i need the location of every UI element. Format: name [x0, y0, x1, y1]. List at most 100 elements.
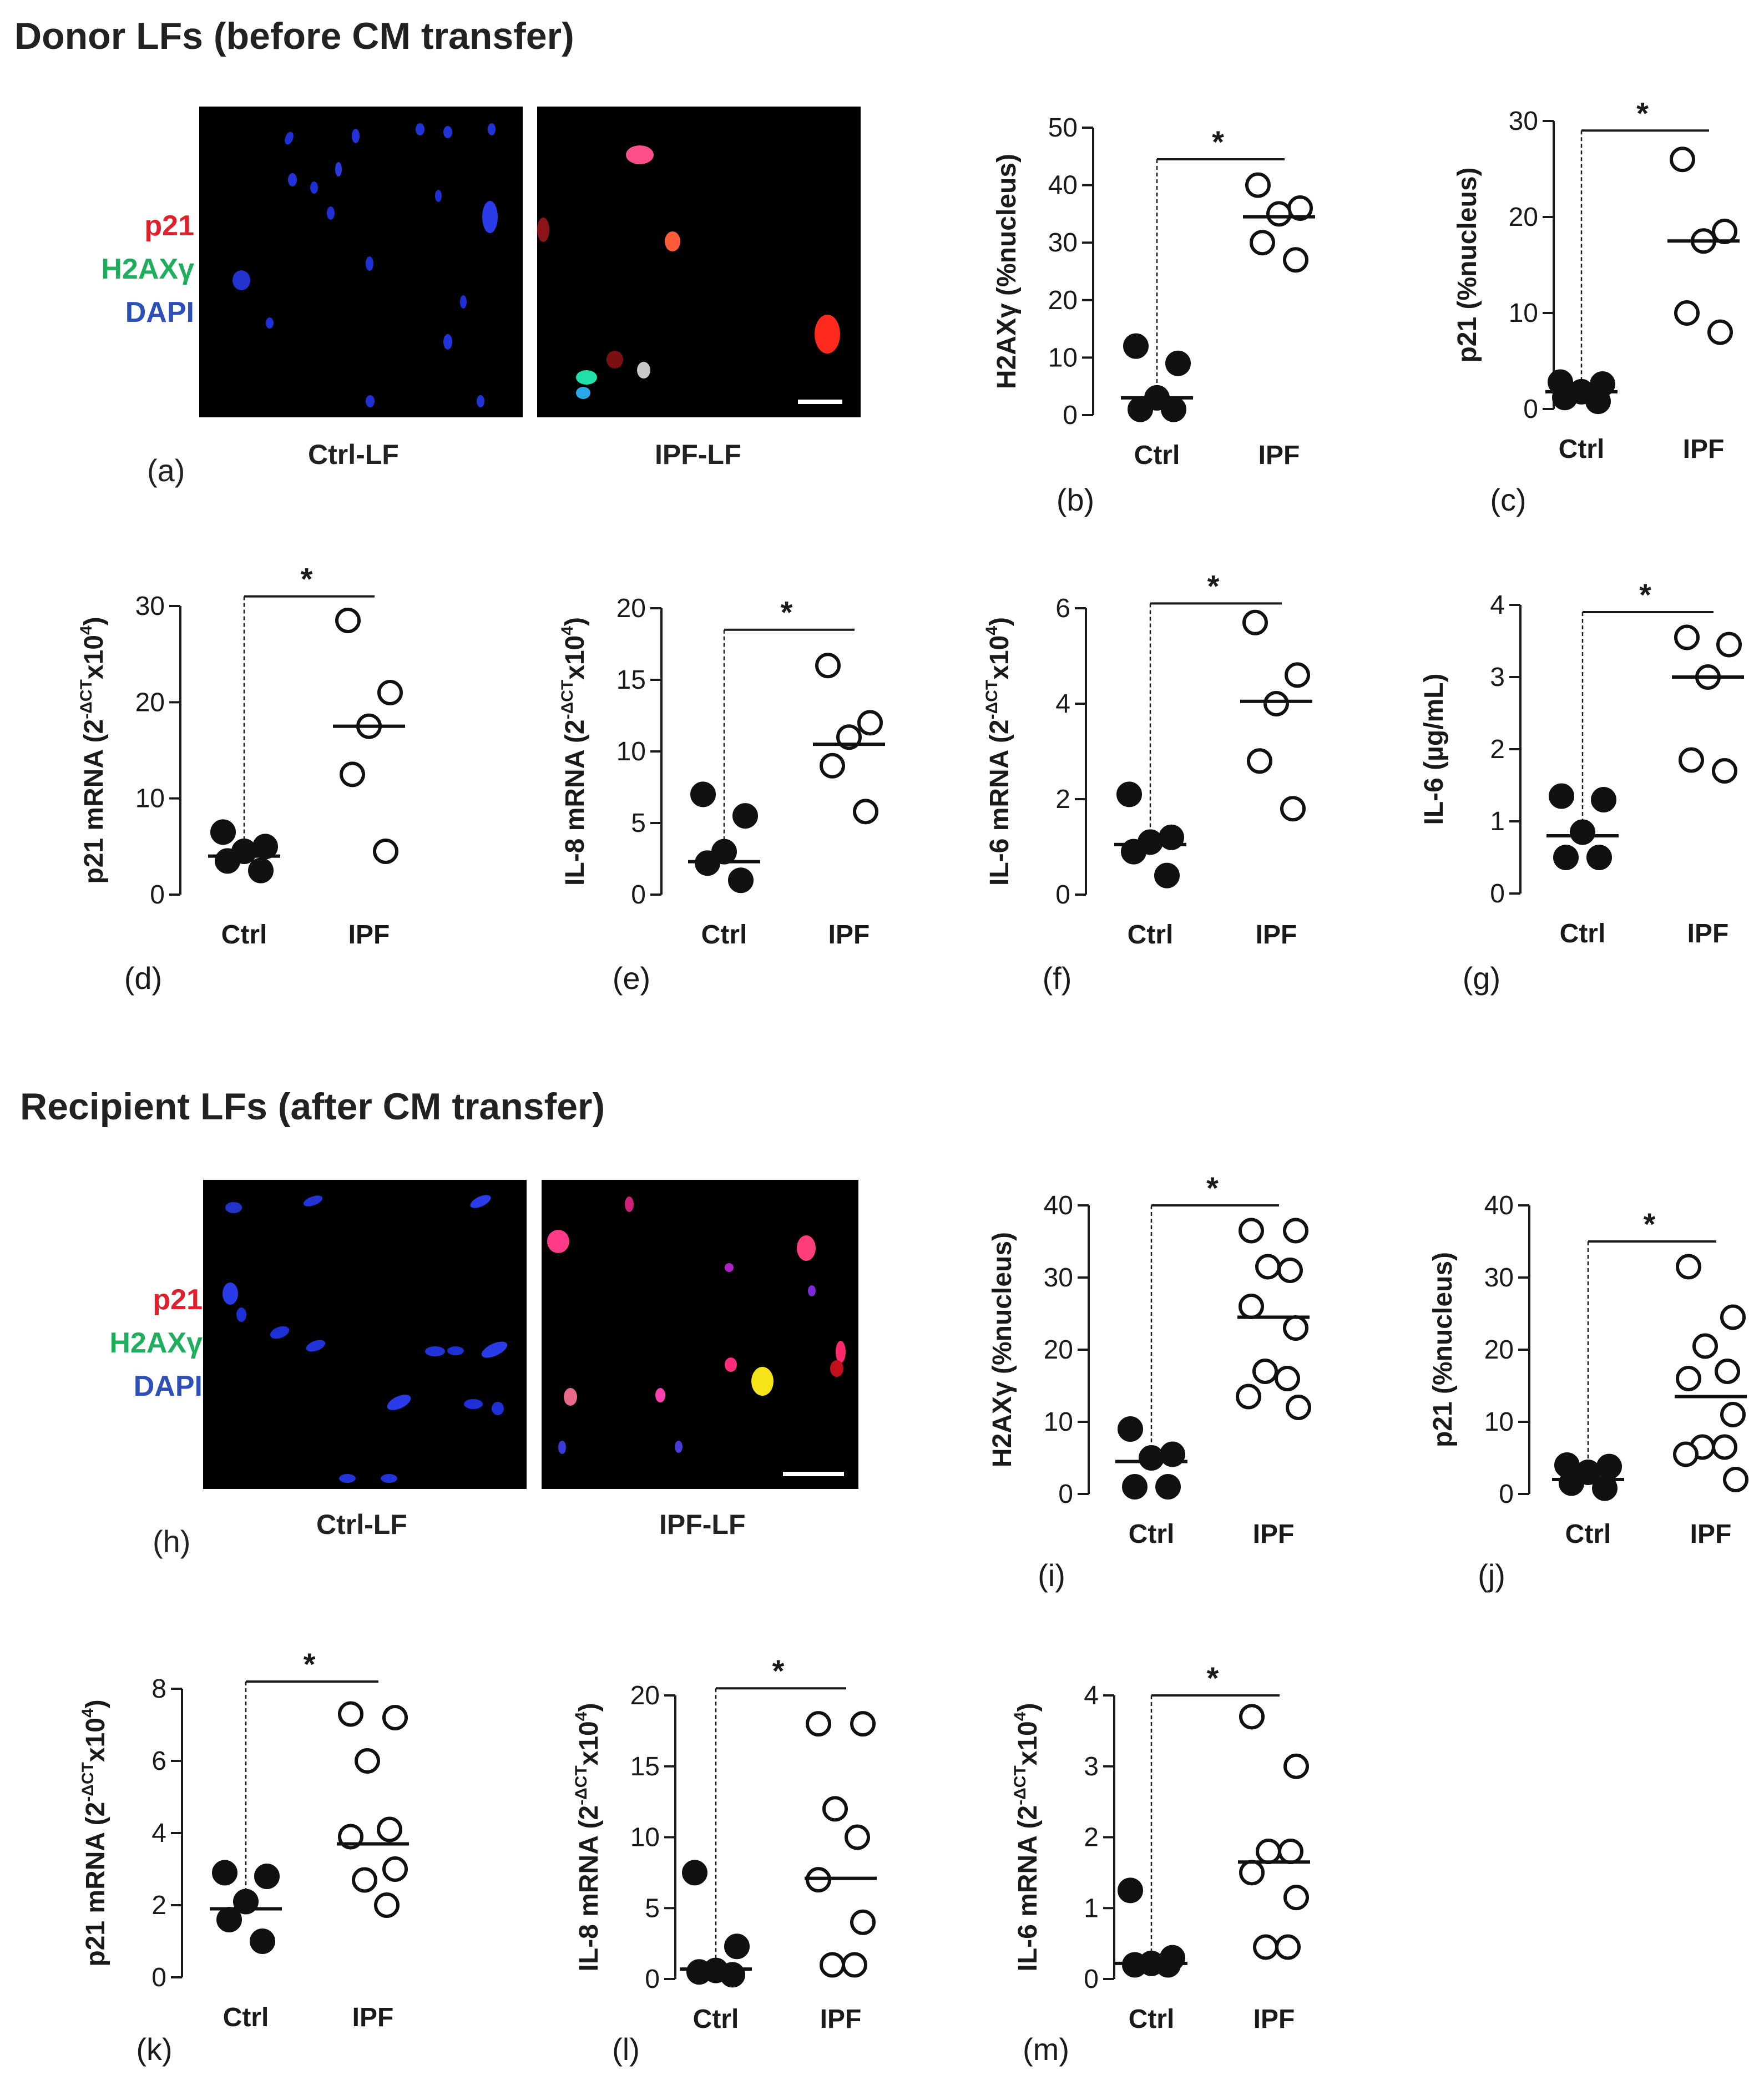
- nucleus: [416, 123, 424, 135]
- y-tick-label: 2: [1055, 785, 1070, 814]
- ipf-data-point: [335, 608, 361, 633]
- ipf-data-point: [820, 1952, 845, 1978]
- legend-h2ax: H2AXγ: [101, 253, 194, 285]
- x-category-label: IPF: [352, 2003, 394, 2032]
- ipf-data-point: [1674, 624, 1700, 650]
- ipf-data-point: [1286, 1395, 1311, 1420]
- ipf-data-point: [374, 1892, 400, 1918]
- nucleus: [655, 1388, 665, 1402]
- nucleus: [625, 1197, 634, 1212]
- nucleus: [488, 123, 496, 135]
- significance-star: *: [1207, 1660, 1219, 1695]
- nucleus: [288, 173, 297, 186]
- plot-g: 0 1 2 3 4 IL-6 (µg/mL) Ctrl IPF * (g): [1419, 577, 1744, 996]
- nucleus: [366, 395, 375, 407]
- y-axis-label: IL-8 mRNA (2-ΔCTx104): [572, 1703, 604, 1972]
- nucleus: [537, 218, 549, 242]
- significance-star: *: [1212, 124, 1224, 159]
- y-tick-label: 5: [631, 809, 646, 838]
- ipf-data-point: [820, 753, 845, 779]
- y-tick-label: 30: [135, 592, 165, 621]
- y-tick-label: 20: [1484, 1335, 1514, 1365]
- ctrl-data-point: [1161, 396, 1186, 422]
- ipf-data-point: [1283, 1315, 1308, 1341]
- ipf-data-point: [1239, 1704, 1265, 1730]
- y-tick-label: 30: [1048, 228, 1078, 258]
- nucleus: [339, 1474, 356, 1483]
- x-category-label: IPF: [820, 2005, 862, 2034]
- y-tick-label: 3: [1084, 1752, 1099, 1781]
- ctrl-data-point: [1552, 385, 1578, 411]
- ctrl-data-point: [1592, 1475, 1618, 1501]
- ipf-data-point: [338, 1701, 363, 1727]
- nucleus: [547, 1230, 569, 1253]
- panel-label-l: (l): [612, 2032, 640, 2067]
- y-axis-label: p21 (%nucleus): [1453, 167, 1482, 362]
- x-category-label: Ctrl: [1129, 2005, 1175, 2034]
- ipf-data-point: [1712, 758, 1737, 784]
- y-tick-label: 0: [1058, 1480, 1073, 1509]
- y-tick-label: 10: [1048, 343, 1078, 372]
- nucleus: [492, 1402, 504, 1415]
- nucleus: [637, 362, 650, 378]
- y-tick-label: 0: [631, 880, 646, 910]
- ipf-data-point: [1720, 1304, 1746, 1330]
- nucleus: [576, 387, 590, 399]
- nucleus: [443, 126, 452, 138]
- ipf-data-point: [1255, 1254, 1281, 1280]
- ipf-data-point: [377, 680, 403, 705]
- plot-j: 0 10 20 30 40 p21 (%nucleus) Ctrl IPF * (j): [1428, 1191, 1748, 1593]
- y-tick-label: 0: [151, 1963, 166, 1992]
- y-tick-label: 2: [1490, 735, 1505, 764]
- y-tick-label: 30: [1509, 107, 1538, 136]
- plot-b: 0 10 20 30 40 50 H2AXγ (%nucleus) Ctrl IPF * (b): [992, 113, 1315, 517]
- plot-m: 0 1 2 3 4 IL-6 mRNA (2-ΔCTx104) Ctrl IPF * (m): [1011, 1660, 1310, 2067]
- ctrl-data-point: [212, 1860, 237, 1886]
- y-axis-label: H2AXγ (%nucleus): [988, 1232, 1017, 1467]
- ipf-data-point: [1283, 1753, 1309, 1779]
- ctrl-data-point: [690, 781, 716, 807]
- nucleus: [808, 1285, 816, 1296]
- stain-legend-recipient: p21 H2AXγ DAPI: [92, 1278, 203, 1408]
- ctrl-data-point: [1118, 1877, 1143, 1904]
- x-category-label: Ctrl: [1134, 441, 1180, 470]
- ctrl-data-point: [216, 1907, 242, 1932]
- ipf-data-point: [355, 1748, 380, 1774]
- ipf-data-point: [1252, 1359, 1278, 1384]
- ctrl-data-point: [1591, 787, 1616, 812]
- ctrl-data-point: [1139, 1445, 1164, 1471]
- caption-ctrl-lf-donor: Ctrl-LF: [308, 439, 399, 470]
- nucleus: [830, 1360, 843, 1377]
- donor-section-title: Donor LFs (before CM transfer): [14, 15, 574, 57]
- panel-label-i: (i): [1038, 1558, 1065, 1593]
- x-category-label: Ctrl: [1559, 435, 1605, 464]
- y-tick-label: 10: [616, 737, 646, 766]
- nucleus: [352, 129, 360, 143]
- nucleus: [482, 201, 498, 233]
- ctrl-data-point: [1128, 396, 1153, 422]
- ipf-data-point: [1239, 1294, 1264, 1319]
- plot-l: 0 5 10 15 20 IL-8 mRNA (2-ΔCTx104) Ctrl IPF * (l): [572, 1653, 877, 2067]
- plot-f: 0 2 4 6 IL-6 mRNA (2-ΔCTx104) Ctrl IPF * (f): [983, 568, 1312, 996]
- panel-label-e: (e): [613, 961, 650, 996]
- ipf-data-point: [1263, 691, 1289, 716]
- significance-star: *: [1206, 1170, 1219, 1205]
- nucleus: [725, 1357, 737, 1372]
- ipf-data-point: [1283, 247, 1308, 273]
- ctrl-data-point: [1559, 1470, 1584, 1496]
- y-axis-label: IL-6 mRNA (2-ΔCTx104): [1011, 1703, 1043, 1972]
- x-category-label: IPF: [1683, 435, 1725, 464]
- ipf-data-point: [1283, 1218, 1308, 1244]
- y-tick-label: 15: [616, 665, 646, 695]
- ipf-data-point: [1275, 1934, 1301, 1960]
- x-category-label: IPF: [1258, 441, 1300, 470]
- micrograph-donor-ipf: [537, 107, 861, 417]
- y-tick-label: 1: [1084, 1894, 1099, 1923]
- y-tick-label: 0: [1084, 1965, 1099, 1994]
- y-tick-label: 20: [1044, 1335, 1073, 1365]
- ipf-data-point: [1280, 796, 1306, 822]
- ctrl-data-point: [1165, 350, 1191, 376]
- nucleus: [606, 351, 623, 368]
- ipf-data-point: [1676, 1366, 1701, 1391]
- ipf-data-point: [1278, 1839, 1303, 1865]
